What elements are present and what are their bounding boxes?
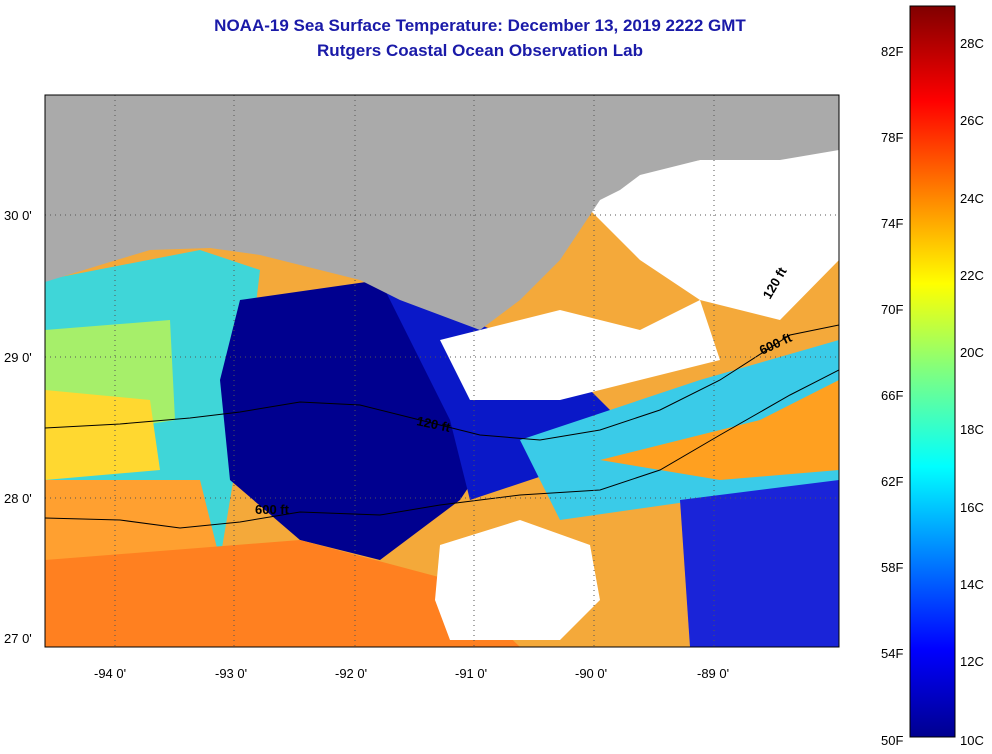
colorbar-f-label: 62F [881,474,903,489]
lon-label: -94 0' [94,666,126,681]
lon-label: -90 0' [575,666,607,681]
colorbar-c-label: 20C [960,345,984,360]
map-frame [44,94,840,648]
colorbar-f-label: 74F [881,216,903,231]
colorbar-f-label: 70F [881,302,903,317]
lon-label: -93 0' [215,666,247,681]
lat-label: 28 0' [4,491,32,506]
contour-label-120-central: 120 ft [415,413,452,435]
map-title: NOAA-19 Sea Surface Temperature: Decembe… [214,16,746,35]
lat-label: 29 0' [4,350,32,365]
map-image [45,95,839,647]
colorbar-c-labels: 28C 26C 24C 22C 20C 18C 16C 14C 12C 10C [960,36,984,748]
colorbar-f-labels: 82F 78F 74F 70F 66F 62F 58F 54F 50F [881,44,903,748]
colorbar-c-label: 24C [960,191,984,206]
map-subtitle: Rutgers Coastal Ocean Observation Lab [317,41,643,60]
colorbar-f-label: 78F [881,130,903,145]
colorbar-f-label: 54F [881,646,903,661]
colorbar-c-label: 10C [960,733,984,748]
lat-label: 30 0' [4,208,32,223]
colorbar-f-label: 66F [881,388,903,403]
colorbar-f-label: 50F [881,733,903,748]
lon-label: -92 0' [335,666,367,681]
colorbar-c-label: 18C [960,422,984,437]
colorbar-c-label: 22C [960,268,984,283]
lon-label: -91 0' [455,666,487,681]
lon-label: -89 0' [697,666,729,681]
colorbar [909,5,956,738]
lat-label: 27 0' [4,631,32,646]
colorbar-c-label: 16C [960,500,984,515]
colorbar-f-label: 58F [881,560,903,575]
colorbar-c-label: 12C [960,654,984,669]
colorbar-c-label: 26C [960,113,984,128]
colorbar-c-label: 28C [960,36,984,51]
contour-label-600-west: 600 ft [255,502,290,517]
colorbar-f-label: 82F [881,44,903,59]
colorbar-c-label: 14C [960,577,984,592]
